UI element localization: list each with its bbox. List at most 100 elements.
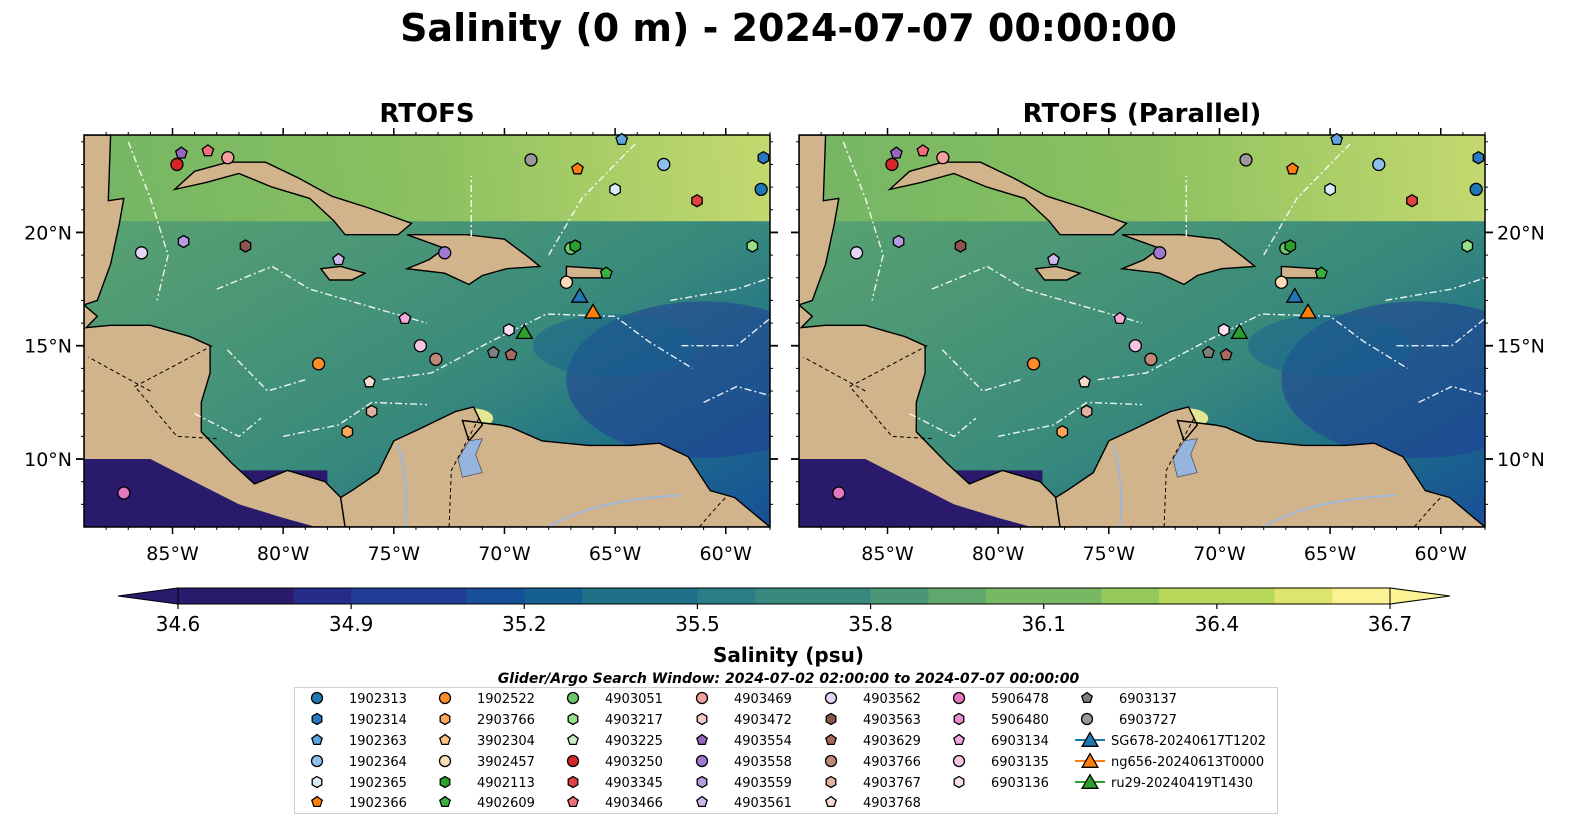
- lon-tick-label: 65°W: [1304, 543, 1357, 565]
- float-marker-4903558: [438, 246, 452, 260]
- legend-label: 4903554: [734, 734, 792, 749]
- float-marker-1902314: [757, 150, 770, 165]
- legend-marker-6903135: [952, 754, 966, 768]
- legend-label: 1902366: [349, 796, 407, 811]
- legend-label: 4903250: [605, 755, 663, 770]
- legend-marker-2903766: [439, 712, 451, 726]
- legend-label: 4903051: [605, 692, 663, 707]
- eez-boundary: [1263, 141, 1353, 256]
- legend-marker-4902609: [439, 795, 451, 808]
- float-marker-6903135: [1128, 339, 1143, 353]
- legend-marker-4902113: [439, 775, 451, 789]
- float-marker-1902365: [1324, 182, 1336, 197]
- float-marker-4903768: [1078, 375, 1091, 388]
- eez-boundary: [703, 385, 770, 404]
- colorbar-bin: [870, 588, 929, 604]
- lat-tick-label: 10°N: [1497, 449, 1545, 471]
- land-mass: [1034, 265, 1082, 281]
- low-salinity-eddy: [532, 314, 698, 378]
- float-marker-4903629: [1219, 347, 1233, 361]
- colorbar-bin: [639, 588, 699, 604]
- float-marker-1902366: [1286, 162, 1299, 175]
- colorbar-bin: [1101, 588, 1160, 604]
- legend-marker-4903768: [825, 795, 837, 808]
- panel-title-rtofs: RTOFS: [379, 99, 475, 129]
- float-marker-4903250: [170, 157, 184, 172]
- legend-marker-ru29: [1080, 773, 1100, 789]
- legend-marker-4903051: [566, 691, 580, 705]
- lon-tick-label: 75°W: [368, 543, 421, 565]
- eez-boundary: [909, 413, 977, 438]
- eez-boundary: [1396, 317, 1485, 347]
- country-border: [803, 356, 866, 392]
- colorbar-bin: [408, 588, 468, 604]
- colorbar-extend-high: [1389, 587, 1451, 605]
- eez-boundary: [1097, 313, 1408, 381]
- eez-boundary: [548, 141, 638, 256]
- legend-label: 4903558: [734, 755, 792, 770]
- float-marker-4903250: [885, 157, 899, 172]
- legend-label: 6903135: [991, 755, 1049, 770]
- colorbar-tick-label: 36.7: [1368, 612, 1413, 636]
- legend-label: 4903768: [863, 796, 921, 811]
- legend-label: 1902364: [349, 755, 407, 770]
- colorbar-bin: [755, 588, 814, 604]
- eez-boundary: [681, 317, 770, 347]
- legend-label: 4903629: [863, 734, 921, 749]
- float-marker-4903217: [1461, 239, 1474, 253]
- legend-marker-1902314: [311, 712, 323, 726]
- legend-label: ng656-20240613T0000: [1111, 755, 1264, 770]
- lat-tick-label: 15°N: [1497, 336, 1545, 358]
- lon-tick-label: 65°W: [589, 543, 642, 565]
- float-marker-4903345: [1406, 193, 1418, 208]
- country-border: [134, 345, 217, 440]
- legend-marker-1902366: [311, 795, 323, 808]
- legend-label: 4903563: [863, 713, 921, 728]
- colorbar-tick-label: 35.8: [848, 612, 893, 636]
- float-marker-4903469: [221, 151, 235, 165]
- float-marker-4903345: [691, 193, 703, 208]
- legend-marker-4903554: [696, 733, 708, 746]
- legend-label: ru29-20240419T1430: [1111, 776, 1253, 791]
- float-marker-4902113: [569, 239, 582, 253]
- land-mass: [799, 135, 840, 306]
- pacific-ocean: [799, 459, 1032, 527]
- float-marker-4902113: [1284, 239, 1297, 253]
- colorbar-bin: [928, 588, 987, 604]
- pacific-ocean: [84, 459, 317, 527]
- figure-title: Salinity (0 m) - 2024-07-07 00:00:00: [400, 6, 1177, 50]
- legend-label: 6903134: [991, 734, 1049, 749]
- legend-label: 4903766: [863, 755, 921, 770]
- legend-marker-5906478: [952, 691, 966, 705]
- float-marker-1902522: [1026, 357, 1041, 371]
- float-marker-4903767: [365, 404, 378, 419]
- lon-tick-label: 85°W: [861, 543, 914, 565]
- eez-boundary: [283, 401, 428, 438]
- legend-label: 3902457: [477, 755, 535, 770]
- legend-label: SG678-20240617T1202: [1111, 734, 1266, 749]
- land-mass: [319, 265, 367, 281]
- colorbar-tick-label: 35.5: [675, 612, 720, 636]
- lon-tick-label: 80°W: [972, 543, 1025, 565]
- legend-label: 1902363: [349, 734, 407, 749]
- lat-tick-label: 15°N: [24, 336, 72, 358]
- land-mass: [565, 265, 603, 279]
- eez-boundary: [998, 401, 1143, 438]
- legend-label: 4902113: [477, 776, 535, 791]
- land-mass: [172, 161, 413, 236]
- country-border: [88, 356, 151, 392]
- legend-label: 5906478: [991, 692, 1049, 707]
- legend-marker-1902365: [311, 775, 323, 789]
- colorbar-bin: [986, 588, 1045, 604]
- colorbar-bin: [466, 588, 525, 604]
- float-marker-6903137: [1201, 345, 1215, 359]
- colorbar-bin: [1216, 588, 1276, 604]
- lon-tick-label: 75°W: [1083, 543, 1136, 565]
- lon-tick-label: 70°W: [1193, 543, 1246, 565]
- lon-tick-label: 60°W: [1415, 543, 1468, 565]
- glider-marker-sg678: [1285, 287, 1304, 303]
- land-mass: [84, 135, 125, 306]
- legend-marker-4903469: [695, 691, 709, 705]
- colorbar-label: Salinity (psu): [712, 643, 864, 667]
- float-marker-3902457: [1274, 275, 1289, 289]
